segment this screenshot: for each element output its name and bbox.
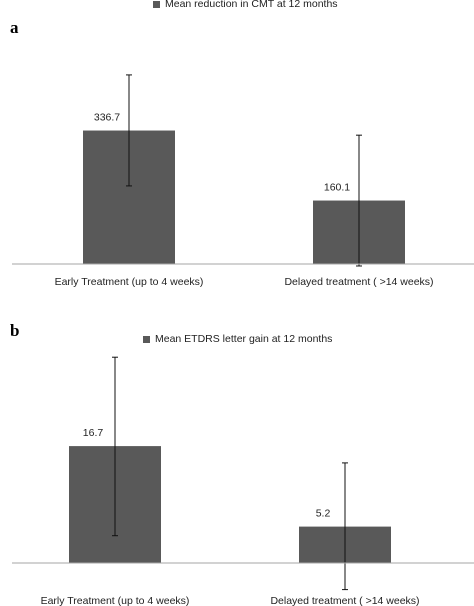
legend-label: Mean reduction in CMT at 12 months [165,0,338,10]
chart-panel-b: b Mean ETDRS letter gain at 12 months 16… [0,303,474,606]
panel-letter: b [10,321,20,340]
bar-chart-b: 16.7 Early Treatment (up to 4 weeks) 5.2 De… [12,356,474,606]
legend: Mean reduction in CMT at 12 months [153,0,338,10]
category-label: Delayed treatment ( >14 weeks) [284,276,433,288]
data-label: 16.7 [83,427,104,439]
data-label: 160.1 [324,182,350,194]
category-label: Early Treatment (up to 4 weeks) [41,595,190,606]
legend-label: Mean ETDRS letter gain at 12 months [155,333,333,345]
panel-letter: a [10,18,19,37]
category-label: Early Treatment (up to 4 weeks) [55,276,204,288]
legend-swatch [153,0,160,8]
data-label: 336.7 [94,112,120,124]
category-label: Delayed treatment ( >14 weeks) [270,595,419,606]
bar-chart-a: 336.7 Early Treatment (up to 4 weeks) 160.… [12,74,474,288]
chart-panel-a: a Mean reduction in CMT at 12 months 336… [0,0,474,300]
data-label: 5.2 [316,508,331,520]
legend-swatch [143,335,150,343]
legend: Mean ETDRS letter gain at 12 months [143,333,332,345]
